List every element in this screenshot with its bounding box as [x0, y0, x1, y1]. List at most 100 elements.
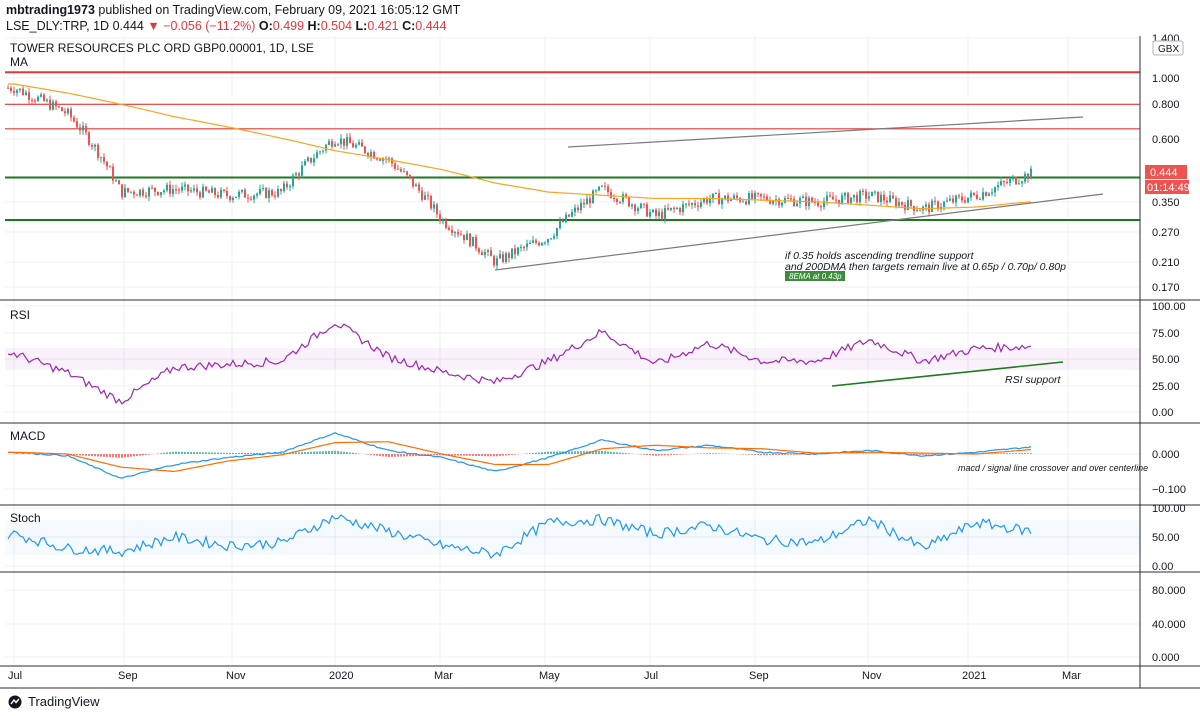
candle-body [658, 211, 660, 216]
candle-body [352, 143, 354, 148]
candle-body [886, 200, 888, 203]
candle-body [142, 189, 144, 196]
candle-body [271, 190, 273, 196]
candle-body [256, 193, 258, 196]
candle-body [94, 144, 96, 147]
y-tick-label: 0.210 [1152, 257, 1180, 269]
candle-body [79, 127, 81, 131]
candle-body [418, 184, 420, 191]
candle-body [679, 207, 681, 213]
candle-body [235, 196, 237, 198]
candle-body [193, 188, 195, 191]
candle-body [148, 187, 150, 197]
candle-body [643, 203, 645, 205]
candle-body [445, 219, 447, 228]
candle-body [781, 202, 783, 206]
candle-body [412, 177, 414, 187]
candle-body [82, 126, 84, 131]
candle-body [346, 137, 348, 146]
candle-body [67, 108, 69, 114]
candle-body [172, 189, 174, 194]
candle-body [748, 193, 750, 205]
candle-body [232, 197, 234, 201]
candle-body [301, 165, 303, 176]
candle-body [865, 191, 867, 199]
candle-body [427, 195, 429, 197]
candle-body [925, 204, 927, 207]
candle-body [790, 198, 792, 200]
candle-body [199, 192, 201, 198]
ma-label[interactable]: MA [10, 55, 28, 69]
price-axis[interactable]: 1.4001.0000.8000.6000.3500.2700.2100.170… [1152, 33, 1186, 664]
candle-body [184, 184, 186, 187]
candle-body [205, 186, 207, 191]
candle-body [409, 174, 411, 178]
candle-body [604, 185, 606, 187]
candle-body [337, 144, 339, 146]
candle-body [733, 195, 735, 199]
candle-body [208, 190, 210, 193]
candle-body [694, 203, 696, 206]
currency-label: GBX [1158, 44, 1179, 55]
candle-body [310, 157, 312, 163]
footer-brand[interactable]: TradingView [28, 694, 100, 709]
candle-body [979, 198, 981, 200]
price-tag-bg [1145, 165, 1187, 179]
candle-body [901, 201, 903, 205]
candle-body [103, 157, 105, 162]
candle-body [751, 193, 753, 199]
candle-body [871, 191, 873, 197]
candle-body [640, 203, 642, 209]
candle-body [484, 252, 486, 256]
candle-body [364, 146, 366, 153]
trendlines[interactable] [494, 116, 1104, 387]
candle-body [763, 196, 765, 198]
candle-body [169, 184, 171, 194]
x-tick-label: May [539, 670, 560, 682]
candle-body [397, 168, 399, 170]
close-label: C: [402, 19, 416, 33]
y-tick-label: 0.800 [1152, 99, 1180, 111]
candle-body [64, 111, 66, 114]
candle-body [631, 204, 633, 207]
candle-body [619, 201, 621, 203]
candle-body [328, 141, 330, 145]
candle-body [835, 199, 837, 201]
candle-body [556, 227, 558, 237]
symbol-label[interactable]: LSE_DLY:TRP, 1D [6, 19, 110, 33]
rsi-line [7, 323, 1032, 405]
candle-body [499, 254, 501, 259]
down-arrow-icon: ▼ [147, 19, 160, 33]
candle-body [841, 195, 843, 205]
publisher-name[interactable]: mbtrading1973 [6, 3, 95, 17]
candle-body [565, 214, 567, 223]
time-axis[interactable]: Jul Sep Nov 2020 Mar May Jul Sep Nov 2021 Mar [8, 670, 1081, 682]
candle-body [382, 158, 384, 161]
candle-body [73, 117, 75, 122]
horizontal-levels [5, 71, 1140, 222]
countdown: 01:14:49 [1147, 182, 1190, 194]
candle-body [460, 234, 462, 236]
candle-body [517, 247, 519, 255]
candle-body [652, 209, 654, 213]
currency-box[interactable] [1152, 40, 1184, 56]
candle-body [349, 137, 351, 144]
candle-body [34, 100, 36, 102]
candle-body [115, 180, 117, 182]
candle-body [268, 190, 270, 199]
candle-body [844, 192, 846, 196]
y-tick-label: 1.000 [1152, 73, 1180, 85]
candle-body [547, 239, 549, 243]
candle-body [496, 258, 498, 266]
rsi-label[interactable]: RSI [10, 308, 30, 322]
publish-text: published on TradingView.com, February 0… [98, 3, 461, 17]
stoch-label[interactable]: Stoch [10, 511, 41, 525]
candle-body [730, 198, 732, 202]
candle-body [1015, 177, 1017, 185]
candle-body [832, 196, 834, 200]
macd-label[interactable]: MACD [10, 429, 46, 443]
candle-body [442, 219, 444, 222]
y-tick-label: 100.00 [1152, 301, 1186, 313]
candle-body [958, 195, 960, 197]
